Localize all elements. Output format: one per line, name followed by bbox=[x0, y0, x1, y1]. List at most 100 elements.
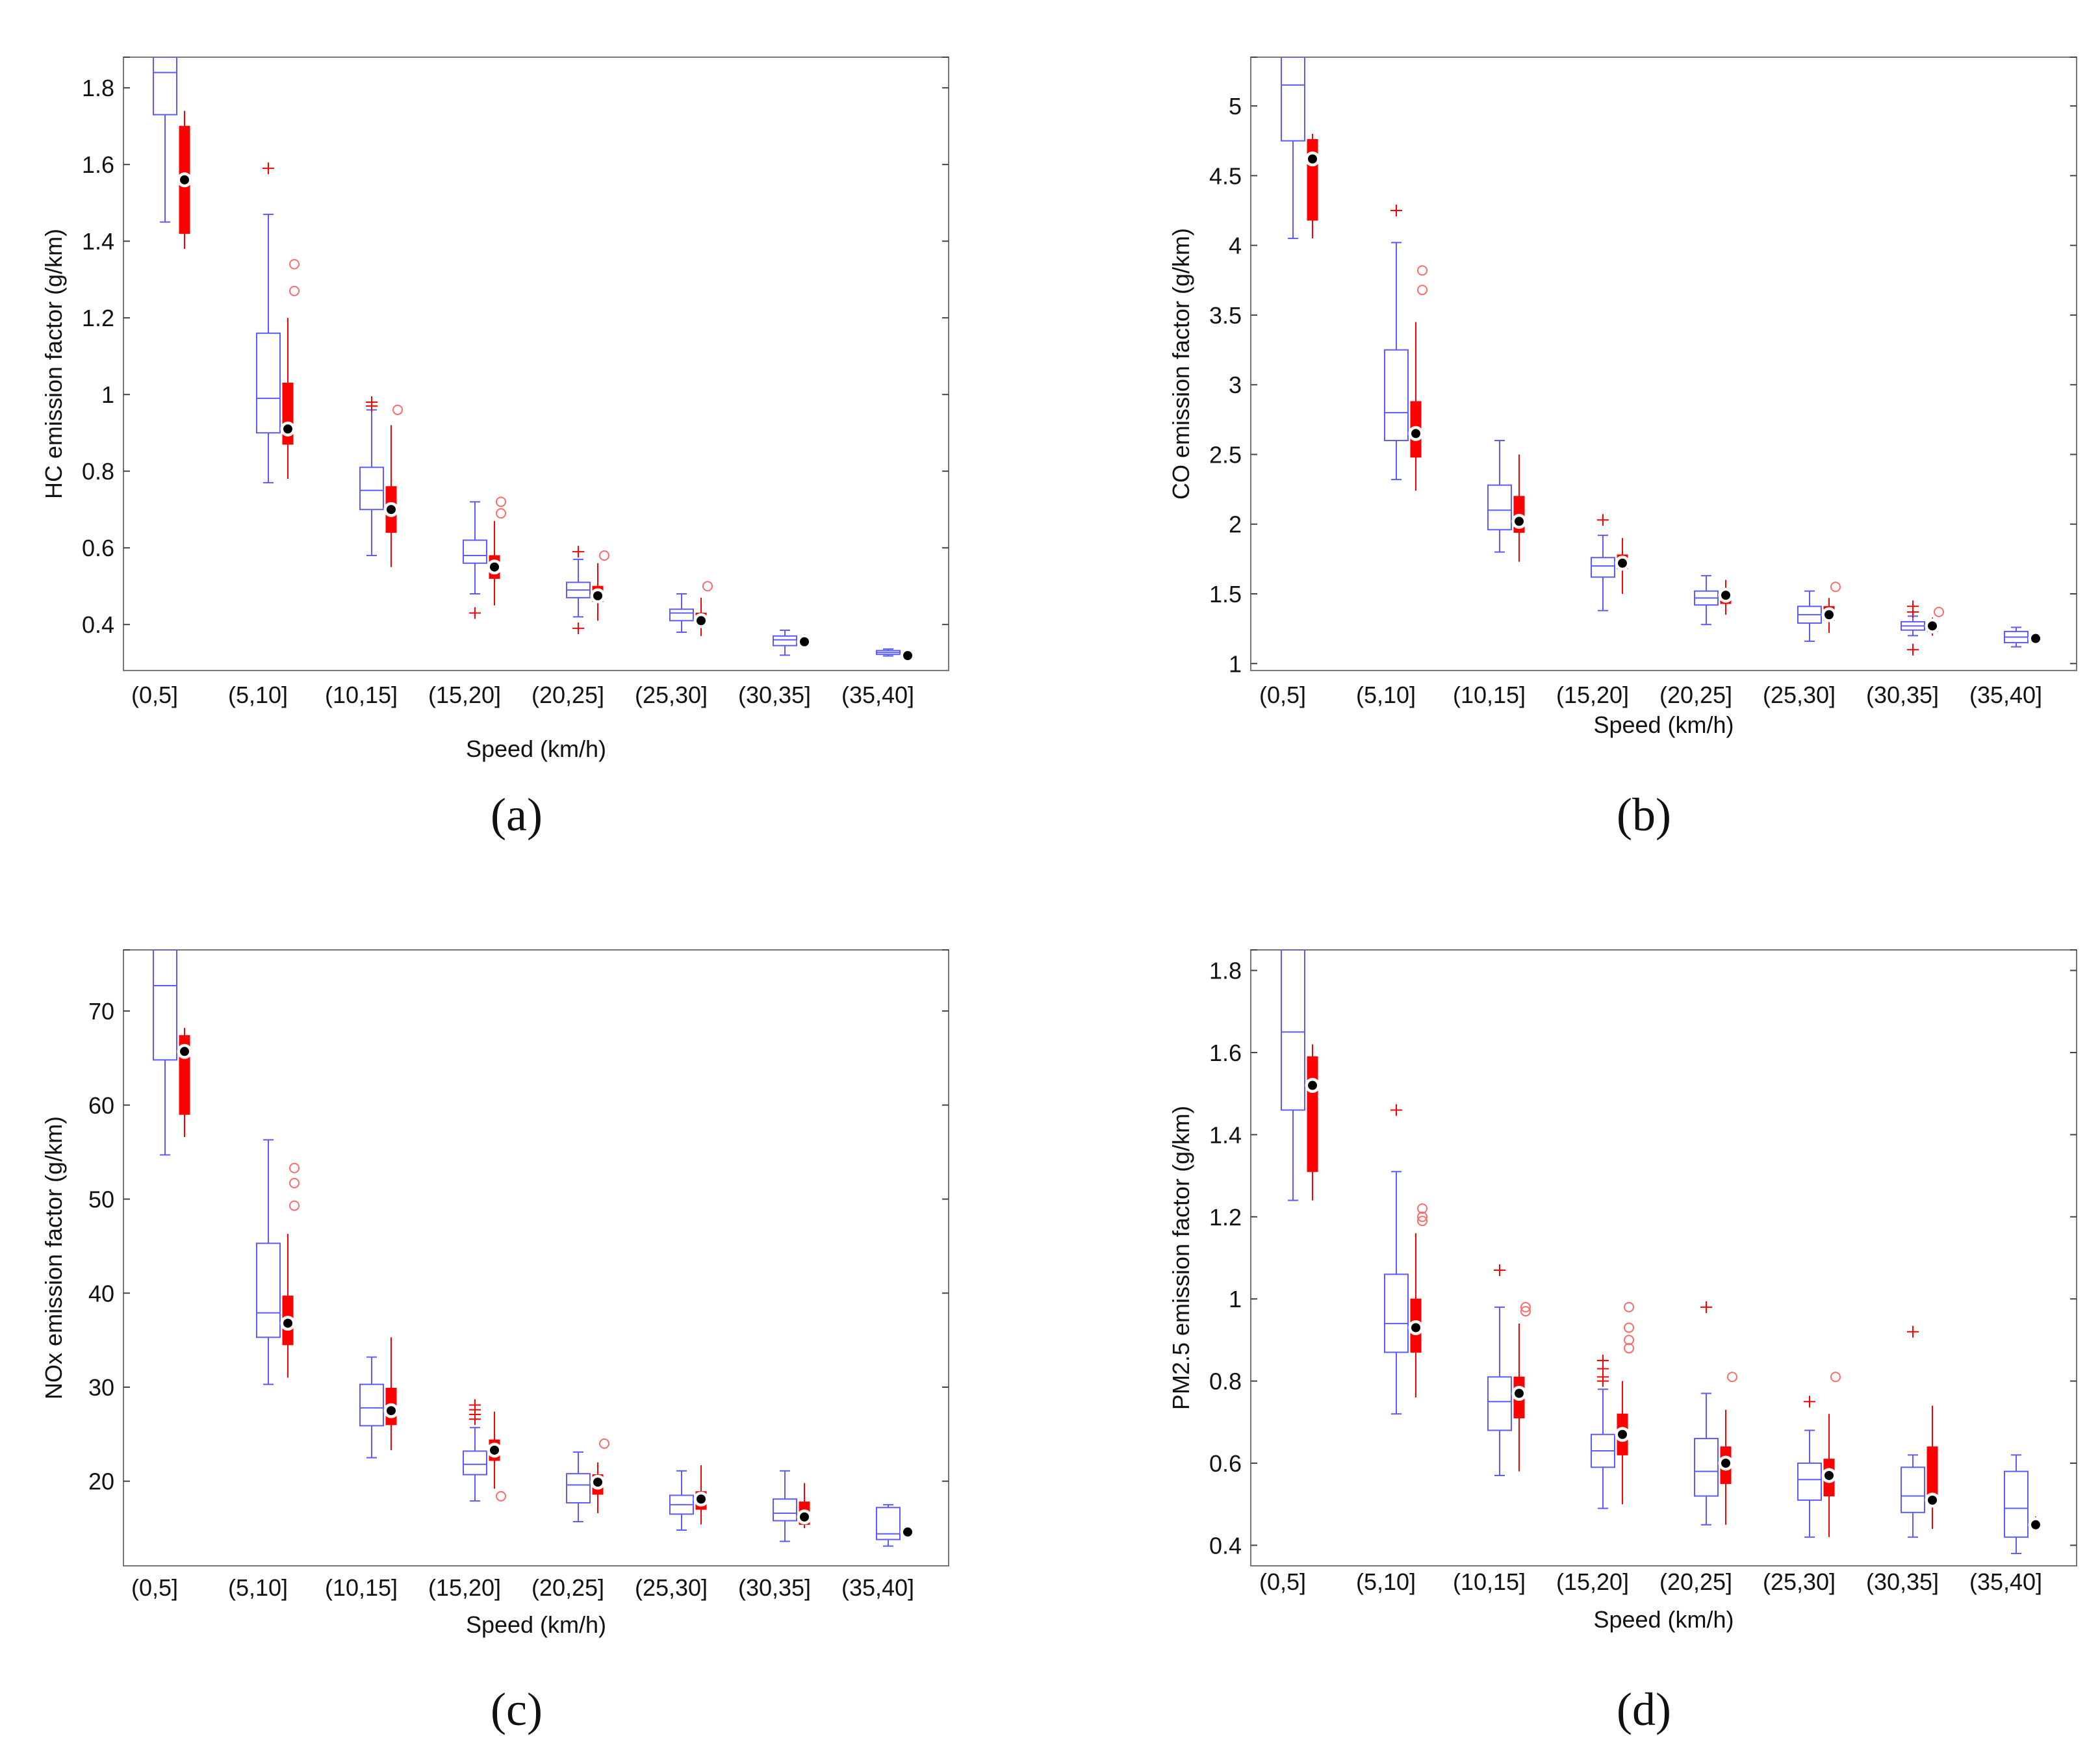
y-tick-label: 30 bbox=[88, 1374, 114, 1401]
x-tick-label: (10,15] bbox=[1453, 682, 1526, 708]
measured-box-3 bbox=[1591, 514, 1615, 611]
measured-box-6 bbox=[773, 1470, 797, 1542]
y-tick-label: 1.2 bbox=[1209, 1204, 1242, 1231]
measured-iqr-box bbox=[1384, 1273, 1409, 1353]
predicted-mean-dot bbox=[387, 505, 396, 515]
measured-box-2 bbox=[1487, 1264, 1512, 1476]
predicted-box-0 bbox=[177, 1028, 192, 1138]
predicted-outlier bbox=[1624, 1343, 1634, 1354]
y-tick-label: 20 bbox=[88, 1468, 114, 1495]
predicted-mean-dot bbox=[1721, 591, 1730, 600]
measured-iqr-box bbox=[1901, 1466, 1925, 1513]
predicted-iqr-box bbox=[1307, 1056, 1318, 1172]
predicted-outlier bbox=[1727, 1372, 1737, 1383]
y-tick-label: 0.4 bbox=[1209, 1532, 1242, 1559]
measured-outlier bbox=[1907, 600, 1919, 613]
data-layer bbox=[153, 57, 915, 663]
y-tick-label: 1 bbox=[1229, 650, 1242, 677]
plot-frame bbox=[1250, 57, 2077, 671]
measured-iqr-box bbox=[359, 1383, 384, 1427]
x-tick-label: (20,25] bbox=[1659, 1568, 1732, 1595]
measured-outlier bbox=[1390, 205, 1402, 216]
x-tick-label: (30,35] bbox=[1866, 1568, 1939, 1595]
predicted-box-7 bbox=[900, 648, 915, 663]
measured-box-3 bbox=[463, 1399, 487, 1502]
panel-label: (d) bbox=[1617, 1683, 1671, 1735]
predicted-box-7 bbox=[2028, 1516, 2043, 1533]
x-tick-label: (20,25] bbox=[531, 1574, 604, 1601]
panel-label: (b) bbox=[1617, 789, 1671, 841]
x-axis-label: Speed (km/h) bbox=[1593, 711, 1734, 738]
x-tick-label: (25,30] bbox=[635, 1574, 708, 1601]
y-axis-label: CO emission factor (g/km) bbox=[1168, 228, 1194, 500]
measured-box-7 bbox=[876, 648, 901, 657]
predicted-box-0 bbox=[177, 110, 192, 249]
predicted-box-1 bbox=[1408, 265, 1428, 491]
y-tick-label: 5 bbox=[1229, 93, 1242, 120]
predicted-outlier bbox=[1417, 1211, 1428, 1222]
y-tick-label: 0.6 bbox=[1209, 1450, 1242, 1477]
predicted-outlier bbox=[392, 404, 403, 415]
predicted-mean-dot bbox=[1515, 1388, 1524, 1398]
measured-box-7 bbox=[876, 1503, 901, 1547]
measured-box-2 bbox=[359, 396, 384, 556]
measured-outlier bbox=[262, 162, 274, 175]
predicted-box-5 bbox=[693, 581, 713, 636]
predicted-mean-dot bbox=[1928, 621, 1937, 631]
x-tick-label: (0,5] bbox=[1259, 1568, 1306, 1595]
predicted-box-6 bbox=[797, 633, 812, 650]
predicted-box-6 bbox=[797, 1483, 812, 1529]
measured-outlier bbox=[1804, 1396, 1815, 1408]
predicted-box-5 bbox=[1821, 1372, 1841, 1537]
predicted-box-3 bbox=[1615, 538, 1630, 594]
predicted-mean-dot bbox=[697, 616, 706, 626]
measured-outlier bbox=[1390, 1104, 1402, 1116]
predicted-box-1 bbox=[1408, 1203, 1428, 1398]
x-tick-label: (10,15] bbox=[1453, 1568, 1526, 1595]
measured-box-5 bbox=[1797, 1396, 1822, 1538]
measured-box-1 bbox=[1384, 205, 1409, 481]
predicted-box-2 bbox=[1511, 454, 1527, 562]
measured-box-7 bbox=[2004, 1454, 2029, 1555]
x-tick-label: (35,40] bbox=[841, 682, 914, 708]
measured-iqr-box bbox=[1281, 950, 1305, 1111]
measured-outlier bbox=[469, 607, 481, 619]
predicted-mean-dot bbox=[1308, 154, 1317, 164]
y-tick-label: 0.4 bbox=[82, 611, 114, 638]
predicted-outlier bbox=[289, 259, 300, 270]
predicted-outlier bbox=[1830, 582, 1841, 593]
y-tick-label: 3 bbox=[1229, 372, 1242, 398]
x-tick-label: (25,30] bbox=[635, 682, 708, 708]
x-tick-label: (5,10] bbox=[1356, 682, 1416, 708]
measured-box-0 bbox=[1281, 57, 1305, 239]
predicted-box-0 bbox=[1305, 134, 1320, 238]
measured-box-3 bbox=[1591, 1355, 1615, 1509]
y-tick-label: 60 bbox=[88, 1092, 114, 1119]
predicted-outlier bbox=[496, 1490, 506, 1502]
measured-iqr-box bbox=[1384, 349, 1409, 442]
measured-box-6 bbox=[773, 630, 797, 656]
predicted-mean-dot bbox=[593, 1477, 602, 1487]
predicted-box-5 bbox=[1821, 582, 1841, 633]
x-tick-label: (20,25] bbox=[531, 682, 604, 708]
predicted-mean-dot bbox=[903, 650, 912, 660]
plot-frame bbox=[123, 57, 949, 671]
x-tick-label: (25,30] bbox=[1763, 1568, 1836, 1595]
y-tick-label: 70 bbox=[88, 998, 114, 1025]
predicted-outlier bbox=[1417, 265, 1428, 276]
measured-box-1 bbox=[256, 162, 281, 483]
measured-iqr-box bbox=[463, 1450, 487, 1476]
y-tick-label: 2 bbox=[1229, 511, 1242, 538]
measured-box-4 bbox=[566, 546, 591, 635]
y-tick-label: 1.2 bbox=[82, 305, 114, 331]
measured-iqr-box bbox=[2004, 1470, 2029, 1538]
data-layer bbox=[1281, 57, 2043, 656]
predicted-outlier bbox=[1417, 285, 1428, 296]
predicted-mean-dot bbox=[593, 591, 602, 600]
predicted-outlier bbox=[702, 581, 713, 592]
predicted-mean-dot bbox=[283, 424, 292, 434]
panel-label: (a) bbox=[491, 789, 543, 841]
predicted-mean-dot bbox=[697, 1494, 706, 1504]
